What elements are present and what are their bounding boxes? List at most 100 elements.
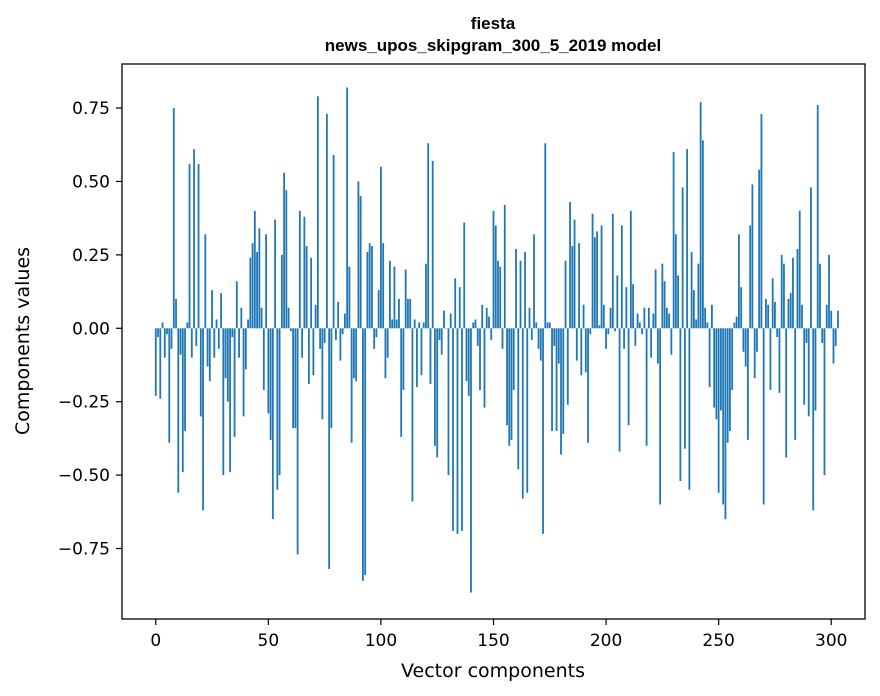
bar bbox=[420, 328, 423, 376]
bar bbox=[350, 328, 353, 443]
bar bbox=[371, 246, 373, 329]
bar bbox=[247, 319, 249, 329]
bar bbox=[706, 322, 709, 329]
bar bbox=[837, 310, 839, 329]
bar bbox=[647, 307, 650, 329]
bar bbox=[665, 307, 668, 329]
bar bbox=[490, 328, 493, 341]
bar bbox=[305, 246, 308, 329]
bar bbox=[463, 222, 466, 329]
bar bbox=[289, 328, 292, 332]
bar bbox=[195, 328, 198, 346]
bar bbox=[582, 304, 585, 329]
bar bbox=[634, 328, 637, 346]
chart-subtitle: news_upos_skipgram_300_5_2019 model bbox=[325, 36, 661, 55]
bar bbox=[353, 328, 355, 379]
bar bbox=[280, 254, 283, 329]
bar bbox=[454, 278, 457, 329]
bar bbox=[542, 328, 544, 534]
bar bbox=[533, 234, 535, 329]
bar bbox=[544, 143, 547, 329]
bar bbox=[593, 237, 596, 329]
bar bbox=[375, 328, 378, 338]
x-tick-label: 300 bbox=[815, 631, 847, 651]
bar bbox=[332, 155, 335, 329]
bar bbox=[629, 210, 632, 329]
bar bbox=[814, 328, 817, 411]
bar bbox=[395, 319, 398, 329]
bar bbox=[521, 328, 524, 499]
bar bbox=[321, 328, 324, 420]
bar bbox=[456, 328, 459, 534]
bar bbox=[186, 322, 189, 329]
bar bbox=[506, 328, 508, 426]
bar bbox=[224, 328, 227, 379]
bar bbox=[607, 328, 610, 335]
bar bbox=[208, 328, 211, 382]
bar bbox=[501, 328, 504, 349]
bar bbox=[690, 251, 693, 329]
bar bbox=[393, 266, 396, 329]
bar bbox=[656, 328, 659, 364]
bar bbox=[731, 328, 734, 390]
bar bbox=[515, 249, 517, 329]
bar bbox=[598, 325, 601, 329]
bar bbox=[596, 231, 598, 329]
bar bbox=[697, 263, 700, 329]
bar bbox=[679, 328, 682, 481]
bar bbox=[528, 307, 531, 329]
bar bbox=[265, 234, 267, 329]
bar bbox=[780, 254, 783, 329]
bar bbox=[249, 257, 252, 329]
bar bbox=[627, 328, 630, 426]
bar bbox=[688, 328, 691, 490]
bar bbox=[368, 243, 371, 329]
bar bbox=[652, 313, 655, 329]
bar bbox=[157, 328, 159, 338]
y-tick-label: 0.25 bbox=[72, 246, 110, 266]
bar bbox=[476, 328, 479, 346]
bar bbox=[661, 263, 664, 329]
bar bbox=[269, 328, 272, 440]
bar bbox=[729, 328, 731, 432]
y-tick-label: 0.00 bbox=[72, 319, 110, 339]
bar bbox=[344, 313, 346, 329]
bar bbox=[692, 290, 695, 329]
bar bbox=[481, 304, 484, 329]
bar bbox=[217, 328, 220, 349]
bar bbox=[740, 287, 743, 329]
bar bbox=[803, 328, 806, 405]
bar bbox=[659, 328, 662, 505]
bar bbox=[600, 225, 603, 329]
bar bbox=[774, 301, 776, 329]
bar bbox=[756, 328, 758, 352]
bar bbox=[231, 328, 234, 338]
bar bbox=[796, 249, 799, 329]
bar bbox=[683, 328, 686, 449]
y-tick-label: −0.25 bbox=[58, 393, 110, 413]
bar bbox=[188, 163, 191, 329]
bar bbox=[794, 328, 797, 440]
bar bbox=[314, 304, 317, 329]
bar bbox=[546, 322, 549, 329]
bar bbox=[580, 328, 583, 376]
bar bbox=[204, 234, 207, 329]
bar bbox=[717, 328, 720, 493]
bar bbox=[312, 328, 315, 376]
y-tick-label: −0.75 bbox=[58, 540, 110, 560]
bar bbox=[508, 328, 511, 446]
bar bbox=[589, 328, 592, 335]
bar bbox=[798, 210, 801, 329]
bar bbox=[526, 328, 529, 493]
bar bbox=[251, 243, 254, 329]
bar bbox=[751, 184, 754, 329]
y-tick-label: −0.50 bbox=[58, 466, 110, 486]
bar bbox=[240, 307, 243, 329]
bar bbox=[202, 328, 204, 511]
bar bbox=[474, 319, 477, 329]
bar bbox=[416, 328, 418, 388]
bar bbox=[386, 328, 389, 358]
x-tick-label: 50 bbox=[258, 631, 280, 651]
bar bbox=[168, 328, 171, 443]
